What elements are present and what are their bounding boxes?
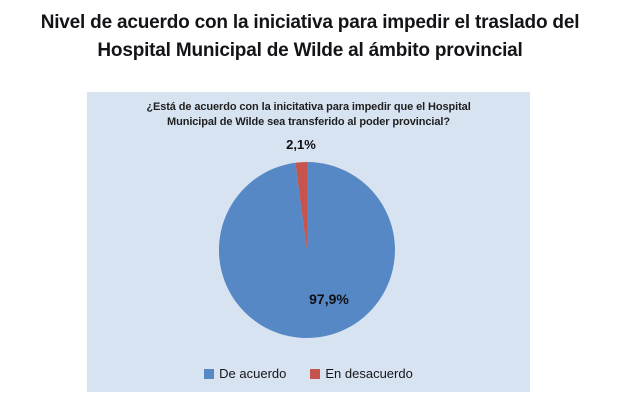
pie-chart [219,162,395,338]
legend-item-en-desacuerdo: En desacuerdo [310,366,413,381]
data-label-de-acuerdo: 97,9% [309,291,349,307]
chart-title-line-1: ¿Está de acuerdo con la inicitativa para… [146,101,471,113]
legend-label-en-desacuerdo: En desacuerdo [325,366,413,381]
legend-label-de-acuerdo: De acuerdo [219,366,287,381]
legend-swatch-de-acuerdo [204,368,215,379]
chart-title-line-2: Municipal de Wilde sea transferido al po… [167,116,450,128]
legend-item-de-acuerdo: De acuerdo [204,366,286,381]
chart-legend: De acuerdo En desacuerdo [87,366,530,381]
page-title-line-2: Hospital Municipal de Wilde al ámbito pr… [97,40,523,61]
legend-swatch-en-desacuerdo [310,368,321,379]
pie-slice-en-desacuerdo [295,162,307,250]
page-title: Nivel de acuerdo con la iniciativa para … [0,9,620,65]
chart-title: ¿Está de acuerdo con la inicitativa para… [87,100,530,130]
chart-area: ¿Está de acuerdo con la inicitativa para… [87,92,530,392]
page-title-line-1: Nivel de acuerdo con la iniciativa para … [40,12,580,33]
data-label-en-desacuerdo: 2,1% [286,137,316,152]
pie-slice-de-acuerdo [219,162,395,338]
